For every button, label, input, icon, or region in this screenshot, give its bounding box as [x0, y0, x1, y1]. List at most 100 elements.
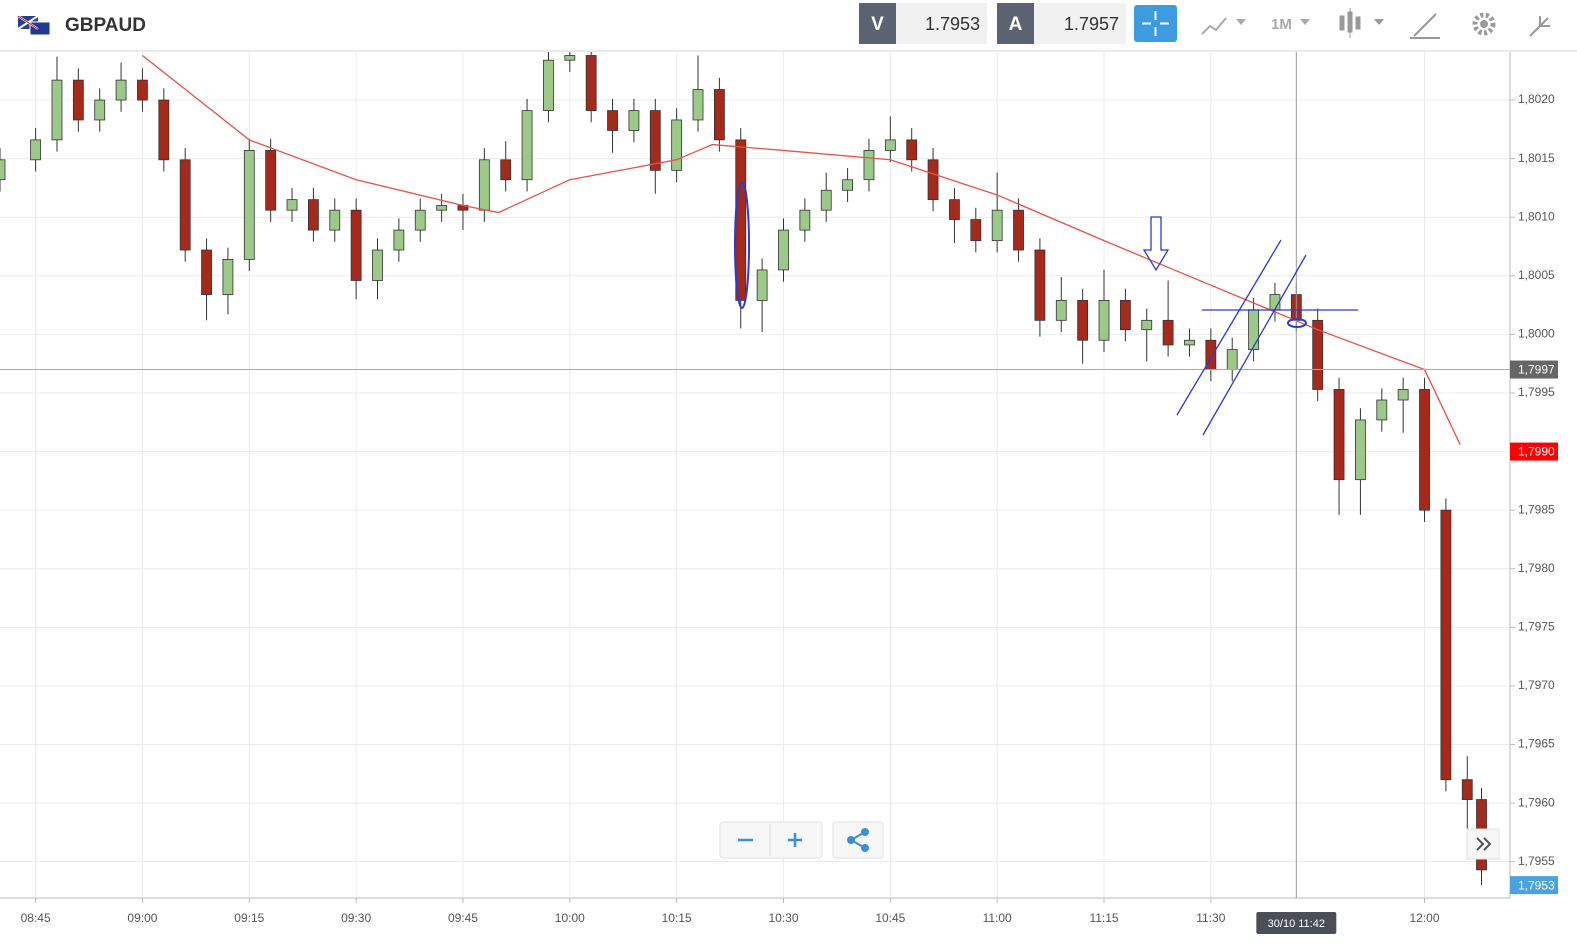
- channel-line: [1176, 239, 1282, 416]
- sell-price: 1.7953: [925, 14, 980, 34]
- candle-body: [671, 119, 683, 171]
- channel-line: [1202, 254, 1307, 436]
- highlight-ellipse: [734, 181, 750, 309]
- candle-body: [607, 110, 618, 131]
- zoom-in[interactable]: [788, 833, 802, 847]
- candle-body: [1397, 389, 1409, 401]
- candle-body: [1461, 779, 1473, 800]
- candle-body: [884, 139, 896, 151]
- candle-body: [927, 159, 939, 201]
- crosshair-icon: [1142, 11, 1169, 36]
- candle-body: [1440, 509, 1452, 781]
- y-tick-label: 1,7985: [1518, 502, 1555, 516]
- candle-body: [201, 249, 212, 295]
- candle-body: [735, 139, 747, 301]
- x-tick-label: 09:00: [127, 911, 157, 925]
- crosshair-button[interactable]: [1134, 5, 1177, 42]
- timeframe[interactable]: 1M: [1271, 16, 1292, 33]
- y-tick-label: 1,7965: [1518, 737, 1555, 751]
- candle-body: [30, 139, 42, 161]
- candle-body: [799, 209, 811, 231]
- y-tick-label: 1,8015: [1518, 151, 1555, 165]
- candle-body: [286, 199, 298, 211]
- candle-body: [521, 110, 533, 181]
- x-tick-label: 09:15: [234, 911, 264, 925]
- candle-body: [179, 159, 191, 251]
- sell-label: V: [871, 14, 884, 35]
- candle-body: [94, 99, 106, 121]
- x-tick-label: 09:45: [448, 911, 478, 925]
- candle-body: [1184, 339, 1195, 346]
- x-tick-label: 10:15: [662, 911, 692, 925]
- candle-body: [372, 249, 383, 281]
- candle-body: [1034, 249, 1046, 321]
- candle-body: [842, 179, 853, 191]
- crosshair-label: 30/10 11:42: [1268, 918, 1325, 930]
- candle-body: [1226, 349, 1238, 370]
- y-tick-label: 1,7995: [1518, 385, 1555, 399]
- crosshair-label-box: [1256, 912, 1337, 934]
- buy-price: 1.7957: [1064, 14, 1119, 34]
- candle-body: [222, 258, 234, 295]
- candle-body: [949, 199, 960, 220]
- candle-body: [158, 99, 170, 161]
- y-tick-label: 1,7975: [1518, 619, 1555, 633]
- y-tick-label: 1,7970: [1518, 678, 1555, 692]
- candle-body: [393, 229, 405, 251]
- price-marker-label: 1,7990: [1518, 445, 1555, 459]
- x-tick-label: 11:15: [1089, 911, 1118, 925]
- axes: 1,8020 1,8015 1,8010 1,8005 1,8000 1,7995 1,79…: [0, 52, 1555, 925]
- x-tick-label: 10:45: [875, 911, 905, 925]
- candle-body: [478, 159, 490, 211]
- header: GBPAUD V 1.7953 A 1.7957 1M: [0, 0, 1577, 52]
- x-tick-label: 10:00: [555, 911, 585, 925]
- dropdown-icon: [1300, 19, 1310, 25]
- candles-button[interactable]: [1339, 8, 1384, 38]
- candle-body: [1248, 309, 1259, 351]
- candle-body: [265, 150, 277, 211]
- buy-price-box: [1034, 3, 1126, 44]
- candle-body: [1355, 419, 1366, 481]
- y-tick-label: 1,8005: [1518, 268, 1555, 282]
- candle-body: [1098, 300, 1110, 341]
- candle-body: [1055, 300, 1067, 321]
- candle-body: [1333, 389, 1345, 481]
- share-button[interactable]: [832, 821, 884, 859]
- y-tick-label: 1,8010: [1518, 209, 1555, 223]
- candle-body: [778, 229, 789, 271]
- sell-button[interactable]: [859, 3, 896, 44]
- candle-body: [243, 150, 255, 260]
- candle-body: [756, 269, 768, 301]
- candle-body: [692, 89, 704, 121]
- candle-body: [329, 209, 341, 231]
- candle-body: [1312, 319, 1324, 390]
- sell-price-box: [896, 3, 987, 44]
- candle-body: [543, 59, 554, 111]
- candle-body: [500, 159, 512, 181]
- chart-type-button[interactable]: [1201, 17, 1246, 35]
- x-tick-label: 12:00: [1410, 911, 1440, 925]
- zoom-box: [719, 821, 823, 859]
- candle-body: [1013, 209, 1024, 251]
- candle-body: [991, 209, 1003, 242]
- candle-body: [1419, 389, 1430, 511]
- price-marker: [1510, 360, 1558, 379]
- candle-body: [307, 199, 319, 231]
- draw-button[interactable]: [1410, 13, 1440, 39]
- settings-button[interactable]: [1472, 12, 1496, 36]
- candle-body: [115, 79, 127, 101]
- collapse-button[interactable]: [1529, 16, 1550, 37]
- candle-body: [820, 189, 832, 211]
- candle-body: [51, 79, 63, 141]
- candle-body: [970, 219, 982, 242]
- x-tick-label: 09:30: [341, 911, 371, 925]
- buy-button[interactable]: [997, 3, 1034, 44]
- candle-body: [649, 110, 661, 171]
- x-tick-label: 11:00: [983, 911, 1012, 925]
- arrow: [1142, 216, 1170, 272]
- price-marker: [1510, 876, 1558, 895]
- y-tick-label: 1,7960: [1518, 795, 1555, 809]
- x-tick-label: 08:45: [21, 911, 51, 925]
